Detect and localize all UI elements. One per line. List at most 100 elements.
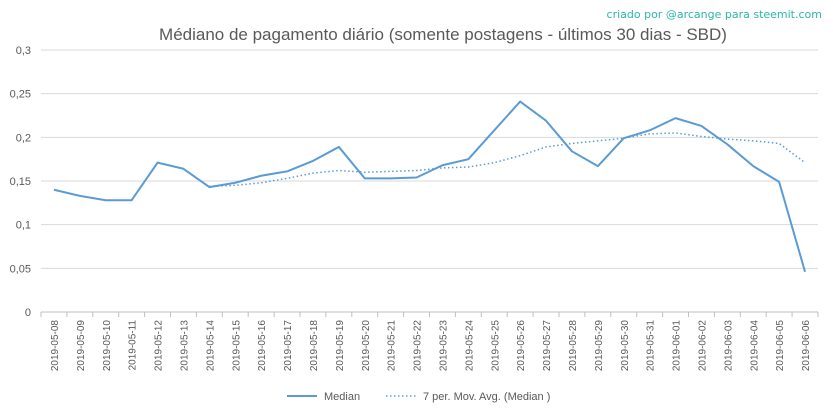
- x-tick-label: 2019-05-26: [516, 320, 527, 372]
- y-tick-label: 0,25: [10, 89, 31, 101]
- x-tick-label: 2019-05-25: [490, 320, 501, 372]
- data-point: [570, 150, 573, 153]
- x-tick-label: 2019-06-02: [697, 320, 708, 372]
- x-tick-label: 2019-05-08: [50, 320, 61, 372]
- data-point: [415, 176, 418, 179]
- data-point: [726, 138, 729, 141]
- x-tick-label: 2019-05-15: [231, 320, 242, 372]
- data-point: [260, 181, 263, 184]
- x-tick-label: 2019-05-16: [257, 320, 268, 372]
- data-point: [622, 137, 625, 140]
- data-point: [363, 171, 366, 174]
- data-point: [700, 124, 703, 127]
- y-tick-label: 0: [25, 307, 31, 319]
- gridlines: [40, 49, 819, 317]
- data-point: [234, 181, 237, 184]
- data-point: [596, 165, 599, 168]
- legend-label: 7 per. Mov. Avg. (Median ): [423, 391, 550, 403]
- data-point: [52, 188, 55, 191]
- data-point: [286, 170, 289, 173]
- chart-title: Médiano de pagamento diário (somente pos…: [159, 25, 727, 44]
- x-tick-label: 2019-05-27: [542, 320, 553, 372]
- data-point: [389, 177, 392, 180]
- series-line-1: [209, 132, 806, 187]
- x-tick-label: 2019-06-01: [672, 320, 683, 372]
- data-point: [804, 270, 807, 273]
- series-lines: [52, 100, 807, 273]
- x-tick-label: 2019-05-11: [128, 320, 139, 371]
- data-point: [208, 185, 211, 188]
- y-tick-label: 0,3: [16, 45, 31, 57]
- x-tick-label: 2019-06-05: [775, 320, 786, 372]
- data-point: [648, 132, 651, 135]
- data-point: [570, 142, 573, 145]
- x-tick-label: 2019-05-21: [387, 320, 398, 372]
- x-tick-label: 2019-05-23: [438, 320, 449, 372]
- data-point: [363, 177, 366, 180]
- data-point: [545, 145, 548, 148]
- data-point: [182, 167, 185, 170]
- x-tick-label: 2019-05-14: [205, 320, 216, 372]
- x-tick-label: 2019-05-24: [464, 320, 475, 372]
- data-point: [467, 158, 470, 161]
- x-tick-label: 2019-05-18: [309, 320, 320, 372]
- legend: Median 7 per. Mov. Avg. (Median ): [287, 391, 550, 403]
- data-point: [519, 154, 522, 157]
- data-point: [130, 199, 133, 202]
- x-tick-label: 2019-06-06: [801, 320, 812, 372]
- y-axis-tick-labels: 0 0,05 0,1 0,15 0,2 0,25 0,3: [10, 45, 31, 319]
- data-point: [778, 180, 781, 183]
- data-point: [337, 145, 340, 148]
- legend-label: Median: [324, 391, 360, 403]
- y-tick-label: 0,15: [10, 176, 31, 188]
- data-point: [337, 169, 340, 172]
- x-tick-label: 2019-05-30: [620, 320, 631, 372]
- x-tick-label: 2019-05-17: [283, 320, 294, 372]
- data-point: [493, 161, 496, 164]
- x-tick-label: 2019-05-12: [154, 320, 165, 372]
- data-point: [804, 161, 807, 164]
- data-point: [700, 135, 703, 138]
- data-point: [389, 170, 392, 173]
- data-point: [311, 172, 314, 175]
- data-point: [545, 119, 548, 122]
- x-tick-label: 2019-05-20: [361, 320, 372, 372]
- x-tick-label: 2019-05-29: [594, 320, 605, 372]
- x-tick-label: 2019-05-19: [335, 320, 346, 372]
- x-tick-label: 2019-05-31: [646, 320, 657, 372]
- data-point: [441, 166, 444, 169]
- data-point: [441, 164, 444, 167]
- data-point: [286, 177, 289, 180]
- data-point: [778, 142, 781, 145]
- data-point: [674, 131, 677, 134]
- data-point: [260, 174, 263, 177]
- y-tick-label: 0,2: [16, 132, 31, 144]
- data-point: [311, 159, 314, 162]
- x-tick-label: 2019-05-28: [568, 320, 579, 372]
- data-point: [674, 117, 677, 120]
- x-tick-label: 2019-05-09: [76, 320, 87, 372]
- credit-text: criado por @arcange para steemit.com: [607, 8, 822, 21]
- data-point: [234, 184, 237, 187]
- data-point: [156, 161, 159, 164]
- data-point: [648, 129, 651, 132]
- x-tick-label: 2019-05-10: [102, 320, 113, 372]
- x-tick-label: 2019-06-03: [723, 320, 734, 372]
- x-tick-label: 2019-06-04: [749, 320, 760, 372]
- data-point: [596, 139, 599, 142]
- data-point: [726, 143, 729, 146]
- y-tick-label: 0,05: [10, 263, 31, 275]
- data-point: [467, 166, 470, 169]
- data-point: [752, 165, 755, 168]
- data-point: [519, 100, 522, 103]
- data-point: [493, 129, 496, 132]
- x-axis-tick-labels: 2019-05-08 2019-05-09 2019-05-10 2019-05-11…: [50, 320, 812, 372]
- x-tick-label: 2019-05-22: [413, 320, 424, 372]
- series-line-0: [53, 100, 807, 273]
- data-point: [415, 169, 418, 172]
- data-point: [104, 199, 107, 202]
- data-point: [78, 194, 81, 197]
- y-tick-label: 0,1: [16, 220, 31, 232]
- data-point: [752, 139, 755, 142]
